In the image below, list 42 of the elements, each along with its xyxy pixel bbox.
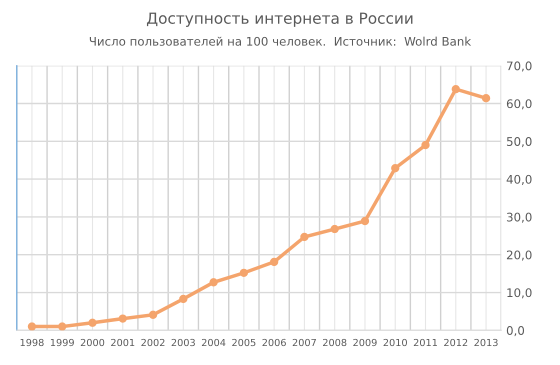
y-tick-label: 40,0 — [506, 174, 532, 185]
x-tick-label: 2009 — [353, 338, 377, 346]
x-tick-label: 2007 — [292, 338, 316, 346]
x-tick-label: 2010 — [384, 338, 407, 346]
point — [88, 318, 97, 327]
x-tick-label: 2011 — [414, 338, 437, 346]
x-tick-label: 2004 — [202, 338, 226, 346]
x-tick-label: 2013 — [474, 338, 498, 346]
x-tick-label: 2005 — [232, 338, 256, 346]
y-tick-label: 50,0 — [506, 137, 532, 148]
point — [28, 322, 36, 330]
chart-title: Доступность интернета в России — [146, 12, 412, 27]
y-tick-label: 10,0 — [507, 288, 532, 298]
x-tick-label: 2008 — [323, 338, 346, 346]
point — [209, 278, 218, 286]
x-tick-label: 1999 — [50, 338, 74, 346]
x-tick-label: 2012 — [444, 338, 468, 346]
x-tick-label: 2002 — [141, 338, 164, 346]
x-tick-label: 2000 — [80, 338, 104, 346]
x-tick-label: 2003 — [172, 338, 195, 346]
point — [482, 94, 490, 102]
y-tick-label: 70,0 — [507, 61, 532, 72]
x-tick-label: 2001 — [111, 338, 134, 346]
point — [179, 294, 188, 304]
point — [421, 140, 430, 150]
point — [452, 84, 460, 94]
y-tick-label: 20,0 — [506, 250, 532, 261]
y-tick-label: 30,0 — [506, 212, 532, 223]
point — [58, 322, 66, 330]
point — [118, 314, 127, 323]
point — [270, 258, 278, 266]
point — [330, 224, 339, 234]
y-tick-label: 60,0 — [506, 99, 532, 110]
x-tick-label: 2006 — [262, 338, 286, 346]
point — [148, 310, 158, 319]
y-tick-label: 0,0 — [506, 326, 524, 336]
chart-subtitle: Число пользователей на 100 человек. Источник: Wolrd Bank — [90, 36, 472, 46]
point — [300, 232, 309, 242]
x-tick-label: 1998 — [20, 338, 44, 346]
point — [360, 216, 370, 226]
point — [240, 268, 248, 278]
point — [391, 164, 400, 172]
